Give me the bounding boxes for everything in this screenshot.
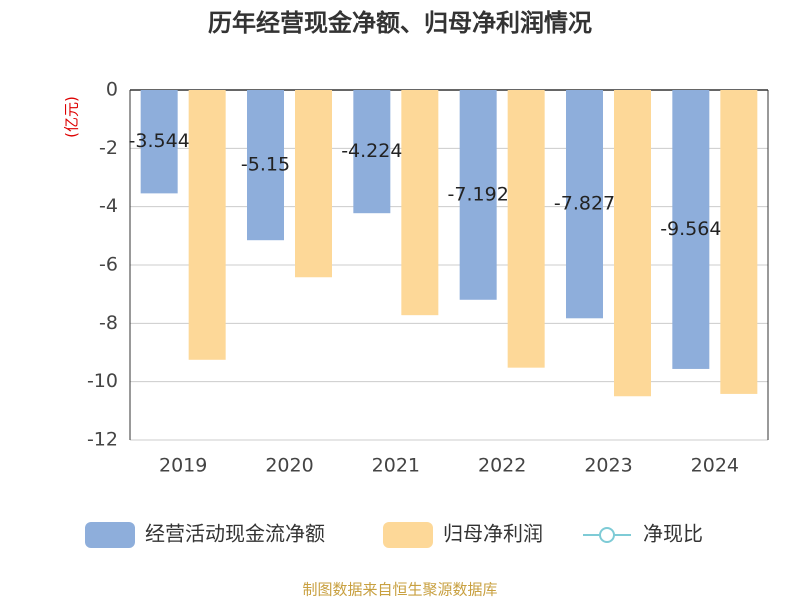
source-note: 制图数据来自恒生聚源数据库: [302, 581, 497, 599]
legend-label: 经营活动现金流净额: [145, 522, 325, 546]
x-tick-label: 2024: [691, 455, 739, 477]
x-tick-label: 2019: [159, 455, 207, 477]
data-label: -7.192: [448, 183, 509, 205]
bar: [140, 90, 178, 194]
legend-swatch: [599, 527, 615, 543]
bar: [353, 90, 391, 214]
bar: [401, 90, 439, 316]
x-tick-label: 2021: [372, 455, 420, 477]
bar: [295, 90, 332, 278]
data-label: -9.564: [660, 218, 721, 240]
bar: [507, 90, 545, 368]
y-axis-label: (亿元): [63, 96, 81, 138]
data-label: -4.224: [341, 140, 402, 162]
bar: [459, 90, 497, 300]
x-tick-label: 2020: [265, 455, 313, 477]
bar: [614, 90, 651, 397]
legend-label: 净现比: [643, 522, 703, 546]
bar: [720, 90, 758, 394]
y-tick-label: -10: [87, 370, 118, 392]
x-tick-label: 2022: [478, 455, 526, 477]
bar: [566, 90, 603, 319]
data-label: -3.544: [129, 130, 190, 152]
data-label: -7.827: [554, 193, 615, 215]
legend-swatch: [383, 522, 433, 548]
y-tick-label: -12: [87, 429, 118, 451]
y-tick-label: -6: [99, 254, 118, 276]
bar: [672, 90, 710, 369]
bar: [188, 90, 226, 360]
legend-swatch: [85, 522, 135, 548]
x-tick-label: 2023: [584, 455, 632, 477]
data-label: -5.15: [241, 154, 290, 176]
legend-label: 归母净利润: [443, 522, 543, 546]
y-tick-label: -4: [99, 195, 118, 217]
chart-title: 历年经营现金净额、归母净利润情况: [208, 9, 592, 37]
y-tick-label: -2: [99, 137, 118, 159]
y-tick-label: 0: [106, 79, 118, 101]
y-tick-label: -8: [99, 312, 118, 334]
bar: [247, 90, 284, 241]
